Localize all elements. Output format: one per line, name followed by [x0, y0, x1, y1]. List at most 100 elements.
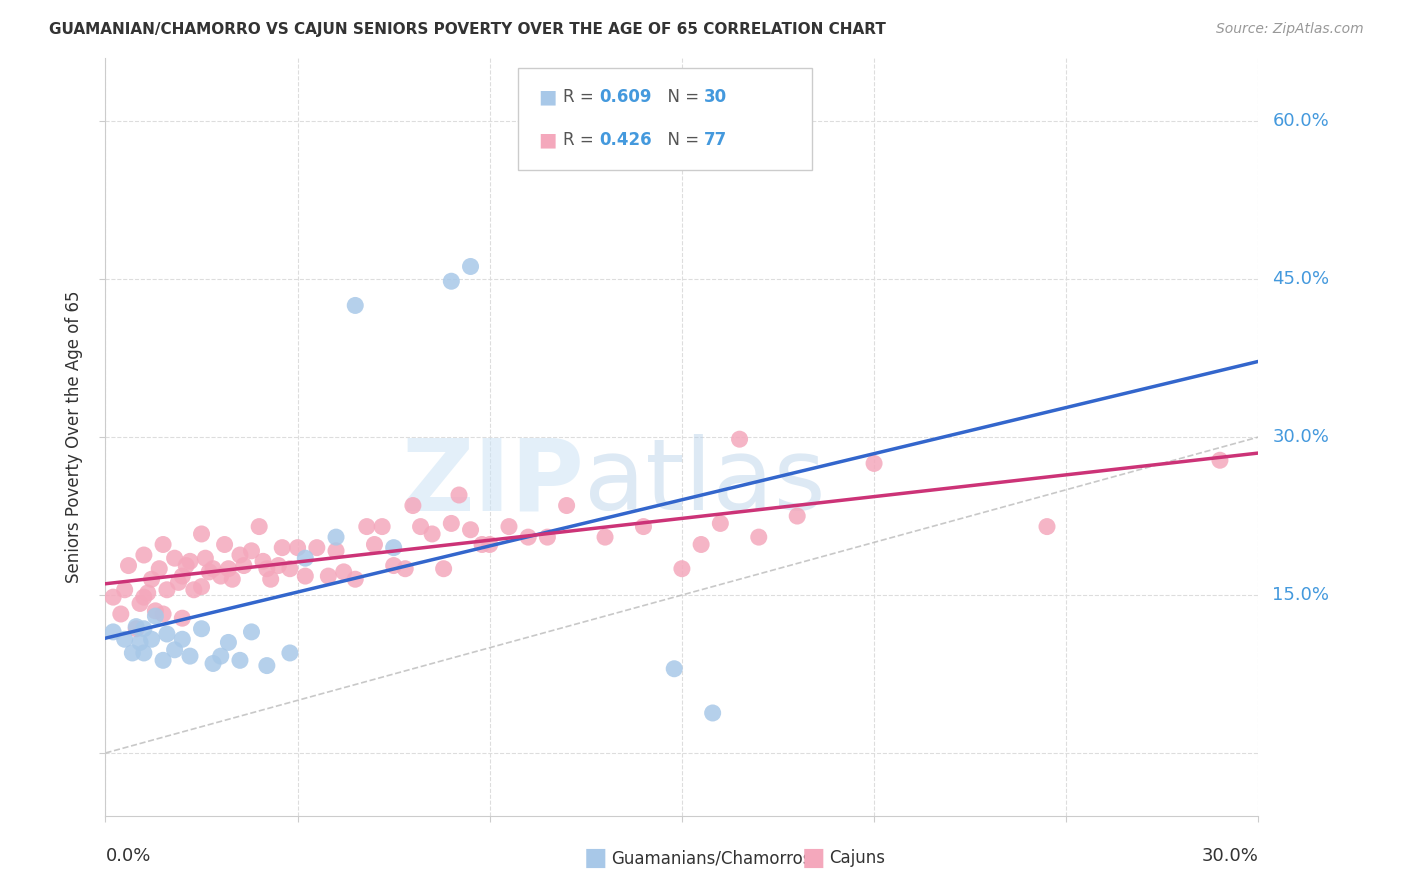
Point	[129, 597, 152, 611]
Point	[440, 274, 463, 288]
Point	[152, 607, 174, 621]
Point	[1036, 519, 1059, 533]
Point	[633, 519, 655, 533]
Point	[536, 530, 558, 544]
Point	[209, 649, 232, 664]
Point	[247, 519, 270, 533]
Point	[117, 558, 139, 573]
Point	[148, 562, 170, 576]
Text: R =: R =	[564, 131, 599, 149]
Point	[517, 530, 540, 544]
Point	[136, 586, 159, 600]
Point	[202, 657, 225, 671]
Point	[163, 551, 186, 566]
Text: ■: ■	[801, 847, 825, 870]
Point	[174, 558, 197, 573]
Point	[555, 499, 578, 513]
Text: 30: 30	[704, 88, 727, 106]
Point	[363, 537, 385, 551]
Point	[125, 619, 148, 633]
Point	[471, 537, 494, 551]
Text: ■: ■	[537, 131, 557, 150]
Point	[402, 499, 425, 513]
Point	[190, 527, 212, 541]
Point	[240, 624, 263, 639]
Text: R =: R =	[564, 88, 599, 106]
Point	[240, 543, 263, 558]
Point	[260, 572, 283, 586]
Point	[194, 551, 217, 566]
Point	[125, 622, 148, 636]
Point	[433, 562, 456, 576]
Point	[294, 569, 316, 583]
Point	[382, 558, 405, 573]
Point	[287, 541, 309, 555]
Point	[209, 569, 232, 583]
Point	[294, 551, 316, 566]
Point	[156, 627, 179, 641]
Point	[460, 260, 482, 274]
Point	[728, 432, 751, 446]
Point	[863, 457, 886, 471]
Point	[179, 649, 201, 664]
Point	[702, 706, 724, 720]
Point	[132, 548, 155, 562]
Text: N =: N =	[658, 131, 704, 149]
Point	[217, 635, 239, 649]
Point	[202, 562, 225, 576]
Point	[152, 653, 174, 667]
Point	[593, 530, 616, 544]
Text: 45.0%: 45.0%	[1272, 270, 1330, 288]
Point	[671, 562, 693, 576]
Point	[690, 537, 713, 551]
Point	[409, 519, 432, 533]
Point	[356, 519, 378, 533]
Point	[394, 562, 416, 576]
Point	[786, 509, 808, 524]
Point	[190, 622, 212, 636]
Point	[664, 662, 686, 676]
Y-axis label: Seniors Poverty Over the Age of 65: Seniors Poverty Over the Age of 65	[65, 291, 83, 583]
Text: 77: 77	[704, 131, 727, 149]
Point	[440, 516, 463, 531]
Point	[382, 541, 405, 555]
Point	[318, 569, 340, 583]
Point	[229, 653, 252, 667]
Text: 30.0%: 30.0%	[1202, 847, 1258, 864]
Point	[332, 565, 354, 579]
Point	[156, 582, 179, 597]
Point	[278, 562, 301, 576]
Text: Source: ZipAtlas.com: Source: ZipAtlas.com	[1216, 22, 1364, 37]
Point	[167, 575, 190, 590]
Point	[129, 635, 152, 649]
Point	[252, 554, 274, 568]
Point	[709, 516, 731, 531]
Point	[344, 298, 367, 312]
Point	[229, 548, 252, 562]
Text: 60.0%: 60.0%	[1272, 112, 1329, 130]
Point	[214, 537, 236, 551]
Point	[152, 537, 174, 551]
Point	[172, 632, 194, 647]
Text: atlas: atlas	[583, 434, 825, 531]
Point	[371, 519, 394, 533]
Point	[325, 530, 347, 544]
Point	[748, 530, 770, 544]
Point	[114, 582, 136, 597]
Point	[447, 488, 470, 502]
Point	[232, 558, 254, 573]
Point	[420, 527, 443, 541]
Point	[278, 646, 301, 660]
Point	[172, 569, 194, 583]
Text: Guamanians/Chamorros: Guamanians/Chamorros	[612, 849, 813, 867]
Text: 0.0%: 0.0%	[105, 847, 150, 864]
Point	[221, 572, 243, 586]
Text: Cajuns: Cajuns	[830, 849, 886, 867]
Point	[110, 607, 132, 621]
Text: 15.0%: 15.0%	[1272, 586, 1329, 604]
Point	[190, 580, 212, 594]
Point	[141, 572, 163, 586]
Point	[172, 611, 194, 625]
Point	[256, 562, 278, 576]
Text: 0.609: 0.609	[599, 88, 652, 106]
